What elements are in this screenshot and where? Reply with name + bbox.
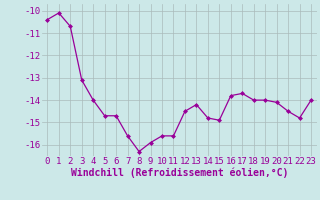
X-axis label: Windchill (Refroidissement éolien,°C): Windchill (Refroidissement éolien,°C) xyxy=(70,168,288,178)
